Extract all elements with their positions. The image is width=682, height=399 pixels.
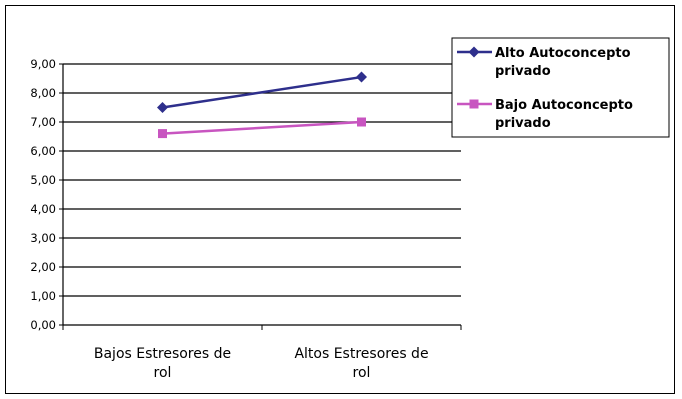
x-axis-category-labels: Bajos Estresores de rol Altos Estresores d… <box>94 346 429 381</box>
series-line-1 <box>162 120 362 135</box>
y-tick-label: 8,00 <box>30 86 56 100</box>
axes <box>59 63 462 330</box>
y-tick-label: 6,00 <box>30 144 56 158</box>
series-line-0 <box>162 75 362 109</box>
gridlines <box>63 63 461 297</box>
y-tick-label: 0,00 <box>30 318 56 332</box>
legend-marker-0 <box>468 46 480 58</box>
y-tick-label: 9,00 <box>30 57 56 71</box>
series-group <box>157 71 367 139</box>
legend: Alto Autoconcepto privado Bajo Autoconcept… <box>451 37 670 138</box>
data-point <box>157 102 168 113</box>
y-axis-tick-labels: 0,00 1,00 2,00 3,00 4,00 5,00 6,00 7,00 8,00 9,00 <box>30 57 56 332</box>
data-point <box>158 129 167 139</box>
y-tick-label: 3,00 <box>30 231 56 245</box>
y-tick-label: 4,00 <box>30 202 56 216</box>
legend-label-0: Alto Autoconcepto privado <box>495 46 631 79</box>
y-tick-label: 7,00 <box>30 115 56 129</box>
y-tick-label: 1,00 <box>30 289 56 303</box>
data-point <box>357 117 366 127</box>
x-category-label: Bajos Estresores de rol <box>94 346 231 381</box>
legend-label-1: Bajo Autoconcepto privado <box>495 98 633 131</box>
x-category-label: Altos Estresores de rol <box>294 346 428 381</box>
legend-box <box>451 37 670 138</box>
data-point <box>356 71 367 83</box>
legend-marker-1 <box>469 99 479 109</box>
y-tick-label: 2,00 <box>30 260 56 274</box>
y-tick-label: 5,00 <box>30 173 56 187</box>
